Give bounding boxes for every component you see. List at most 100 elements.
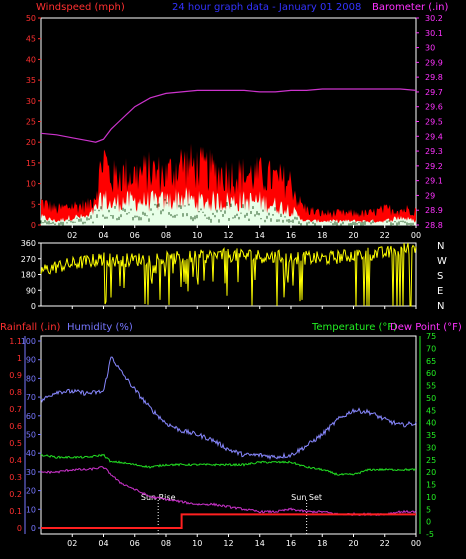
temperature-y-tick-label: 20 bbox=[426, 468, 436, 477]
rainfall-y-tick-label: 0.4 bbox=[9, 456, 22, 465]
temp-x-tick-label: 00 bbox=[411, 539, 421, 548]
wind-y-tick-label: 30 bbox=[26, 97, 36, 106]
barometer-y-tick-label: 29.2 bbox=[425, 162, 443, 171]
temp-x-tick-label: 06 bbox=[130, 539, 140, 548]
temperature-y-tick-label: 35 bbox=[426, 431, 436, 440]
wind-y-tick-label: 45 bbox=[26, 35, 36, 44]
direction-y-tick-label: 360 bbox=[21, 239, 36, 248]
windspeed-axis-label: Windspeed (mph) bbox=[36, 2, 125, 13]
rainfall-y-tick-label: 1 bbox=[17, 354, 22, 363]
humidity-axis-label: Humidity (%) bbox=[67, 322, 133, 333]
temp-x-tick-label: 18 bbox=[317, 539, 327, 548]
wind-x-tick-label: 08 bbox=[161, 231, 171, 240]
humidity-y-tick-label: 100 bbox=[21, 337, 36, 346]
temperature-panel: 0 0.1 0.2 0.3 0.4 0.5 0.6 0.7 0.8 0.9 1 1.1 0 10 20 30 4… bbox=[9, 332, 436, 548]
rainfall-axis-label: Rainfall (.in) bbox=[0, 322, 61, 333]
barometer-y-tick-label: 29.9 bbox=[425, 58, 443, 67]
wind-y-tick-label: 10 bbox=[26, 180, 36, 189]
rainfall-y-tick-label: 0.5 bbox=[9, 439, 22, 448]
temperature-y-tick-label: 50 bbox=[426, 394, 436, 403]
barometer-y-tick-label: 29.6 bbox=[425, 103, 443, 112]
wind-y-tick-label: 0 bbox=[31, 221, 36, 230]
temp-x-tick-label: 16 bbox=[286, 539, 296, 548]
rainfall-y-tick-label: 0.1 bbox=[9, 507, 22, 516]
temp-frame bbox=[40, 335, 417, 535]
barometer-series bbox=[40, 88, 417, 143]
humidity-y-tick-label: 40 bbox=[26, 449, 36, 458]
temp-x-tick-label: 02 bbox=[67, 539, 77, 548]
wind-x-tick-label: 20 bbox=[348, 231, 358, 240]
temp-x-tick-label: 08 bbox=[161, 539, 171, 548]
wind-x-tick-label: 22 bbox=[380, 231, 390, 240]
barometer-y-tick-label: 29.5 bbox=[425, 118, 443, 127]
humidity-y-tick-label: 60 bbox=[26, 412, 36, 421]
graph-title: 24 hour graph data - January 01 2008 bbox=[172, 2, 361, 13]
wind-y-tick-label: 15 bbox=[26, 159, 36, 168]
rainfall-series bbox=[41, 513, 416, 529]
temperature-y-tick-label: 55 bbox=[426, 382, 436, 391]
humidity-y-tick-label: 20 bbox=[26, 487, 36, 496]
temp-x-tick-label: 10 bbox=[192, 539, 202, 548]
wind-x-tick-label: 10 bbox=[192, 231, 202, 240]
rainfall-y-tick-label: 0.6 bbox=[9, 422, 22, 431]
direction-y-tick-label: 270 bbox=[21, 255, 36, 264]
direction-y-tick-label: 90 bbox=[26, 286, 36, 295]
temperature-y-tick-label: 15 bbox=[426, 481, 436, 490]
rainfall-y-tick-label: 0 bbox=[17, 524, 22, 533]
rainfall-y-tick-label: 1.1 bbox=[9, 337, 22, 346]
humidity-y-tick-label: 90 bbox=[26, 356, 36, 365]
wind-x-tick-label: 00 bbox=[411, 231, 421, 240]
direction-y-tick-label: 0 bbox=[31, 302, 36, 311]
barometer-y-tick-label: 29.4 bbox=[425, 132, 443, 141]
wind-average-series bbox=[41, 187, 416, 225]
wind-x-tick-label: 18 bbox=[317, 231, 327, 240]
temperature-y-tick-label: 70 bbox=[426, 344, 436, 353]
barometer-y-tick-label: 30.1 bbox=[425, 29, 443, 38]
wind-x-tick-label: 04 bbox=[98, 231, 108, 240]
compass-label: S bbox=[437, 271, 443, 282]
compass-label: N bbox=[437, 241, 444, 252]
wind-x-tick-label: 12 bbox=[223, 231, 233, 240]
wind-y-tick-label: 40 bbox=[26, 55, 36, 64]
wind-y-tick-label: 50 bbox=[26, 14, 36, 23]
temp-x-tick-label: 14 bbox=[255, 539, 265, 548]
temp-x-tick-label: 04 bbox=[98, 539, 108, 548]
dewpoint-axis-label: Dew Point (°F) bbox=[390, 322, 462, 333]
wind-y-tick-label: 25 bbox=[26, 118, 36, 127]
barometer-y-tick-label: 30 bbox=[425, 44, 435, 53]
rainfall-y-tick-label: 0.7 bbox=[9, 405, 22, 414]
rainfall-y-tick-label: 0.2 bbox=[9, 490, 22, 499]
humidity-y-tick-label: 70 bbox=[26, 393, 36, 402]
compass-label: E bbox=[437, 286, 443, 297]
temp-x-tick-label: 20 bbox=[348, 539, 358, 548]
wind-panel: 0 5 10 15 20 25 30 35 40 45 50 28.8 28.9 29 29.1 29.2 29… bbox=[26, 14, 443, 240]
wind-direction-series bbox=[40, 242, 417, 307]
barometer-y-tick-label: 28.8 bbox=[425, 221, 443, 230]
barometer-y-tick-label: 29.7 bbox=[425, 88, 443, 97]
humidity-y-tick-label: 10 bbox=[26, 505, 36, 514]
compass-label: N bbox=[437, 301, 444, 312]
temperature-y-tick-label: 45 bbox=[426, 406, 436, 415]
rainfall-y-tick-label: 0.3 bbox=[9, 473, 22, 482]
humidity-y-tick-label: 80 bbox=[26, 374, 36, 383]
wind-y-tick-label: 35 bbox=[26, 76, 36, 85]
wind-x-tick-label: 16 bbox=[286, 231, 296, 240]
barometer-y-tick-label: 29.3 bbox=[425, 147, 443, 156]
wind-x-tick-label: 14 bbox=[255, 231, 265, 240]
wind-y-tick-label: 5 bbox=[31, 200, 36, 209]
temperature-y-tick-label: -5 bbox=[426, 530, 434, 539]
barometer-y-tick-label: 30.2 bbox=[425, 14, 443, 23]
temp-x-tick-label: 22 bbox=[380, 539, 390, 548]
rainfall-y-tick-label: 0.8 bbox=[9, 388, 22, 397]
temperature-y-tick-label: 75 bbox=[426, 332, 436, 341]
temperature-axis-label: Temperature (°F) bbox=[311, 322, 397, 333]
temperature-y-tick-label: 30 bbox=[426, 443, 436, 452]
direction-y-tick-label: 180 bbox=[21, 271, 36, 280]
wind-x-tick-label: 02 bbox=[67, 231, 77, 240]
wind-y-tick-label: 20 bbox=[26, 138, 36, 147]
sun-marker-label: Sun Set bbox=[291, 493, 322, 502]
wind-average-texture bbox=[40, 199, 414, 227]
barometer-y-tick-label: 29 bbox=[425, 191, 435, 200]
